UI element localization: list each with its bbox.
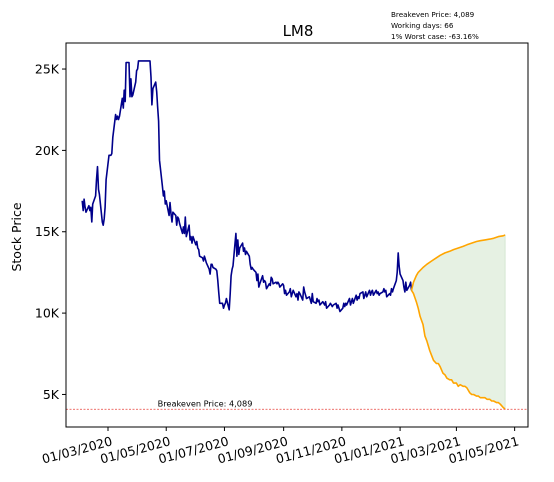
price-history-line [81, 60, 413, 313]
y-axis-title: Stock Price [9, 202, 24, 271]
y-tick-label: 5K [43, 387, 60, 402]
projection-lower-line [410, 289, 506, 410]
y-tick-label: 20K [35, 143, 60, 158]
breakeven-label: Breakeven Price: 4,089 [158, 398, 253, 408]
plot-frame [65, 42, 529, 428]
y-tick-label: 10K [35, 306, 60, 321]
info-worst-case: 1% Worst case: -63.16% [391, 32, 479, 41]
x-axis: 01/03/202001/05/202001/07/202001/09/2020… [40, 427, 520, 467]
info-breakeven: Breakeven Price: 4,089 [391, 10, 475, 19]
info-working-days: Working days: 66 [391, 21, 454, 30]
chart-title: LM8 [283, 22, 314, 40]
y-tick-label: 25K [35, 62, 60, 77]
plot-area: Breakeven Price: 4,089 [65, 42, 529, 428]
y-axis: 5K 10K 15K 20K 25K [35, 62, 66, 402]
y-tick-label: 15K [35, 224, 60, 239]
projection-upper-line [410, 234, 506, 291]
